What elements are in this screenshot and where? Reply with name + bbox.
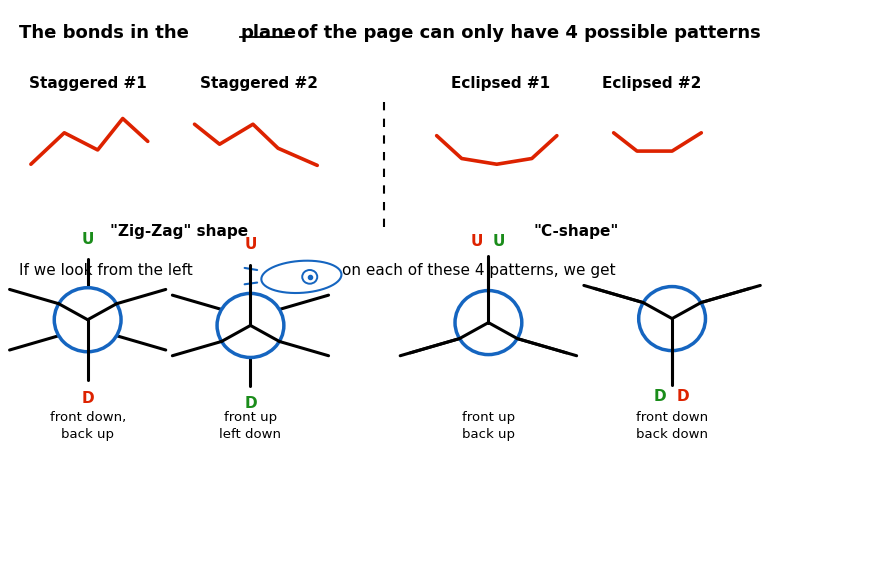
Text: U: U [82, 231, 94, 246]
Ellipse shape [454, 291, 521, 354]
Text: If we look from the left: If we look from the left [19, 263, 193, 278]
Text: Eclipsed #1: Eclipsed #1 [451, 75, 550, 90]
Text: The bonds in the: The bonds in the [19, 24, 196, 42]
Text: "C-shape": "C-shape" [533, 224, 618, 240]
Text: back up: back up [61, 429, 114, 441]
Text: plane: plane [240, 24, 296, 42]
Text: D: D [653, 390, 666, 404]
Text: U: U [470, 234, 482, 249]
Text: "Zig-Zag" shape: "Zig-Zag" shape [110, 224, 249, 240]
Text: back down: back down [635, 429, 707, 441]
Text: back up: back up [461, 429, 514, 441]
Text: front down: front down [635, 411, 707, 424]
Ellipse shape [638, 287, 705, 350]
Ellipse shape [54, 288, 121, 351]
Text: front down,: front down, [50, 411, 126, 424]
Text: Eclipsed #2: Eclipsed #2 [600, 75, 700, 90]
Text: U: U [244, 237, 256, 252]
Text: Staggered #2: Staggered #2 [200, 75, 317, 90]
Text: D: D [676, 390, 688, 404]
Text: front up: front up [223, 411, 276, 424]
Text: on each of these 4 patterns, we get: on each of these 4 patterns, we get [342, 263, 615, 278]
Text: Staggered #1: Staggered #1 [29, 75, 146, 90]
Text: front up: front up [461, 411, 514, 424]
Text: U: U [493, 234, 505, 249]
Text: D: D [81, 390, 94, 405]
Text: left down: left down [219, 429, 282, 441]
Text: D: D [244, 396, 256, 411]
Text: of the page can only have 4 possible patterns: of the page can only have 4 possible pat… [290, 24, 760, 42]
Ellipse shape [217, 293, 283, 357]
